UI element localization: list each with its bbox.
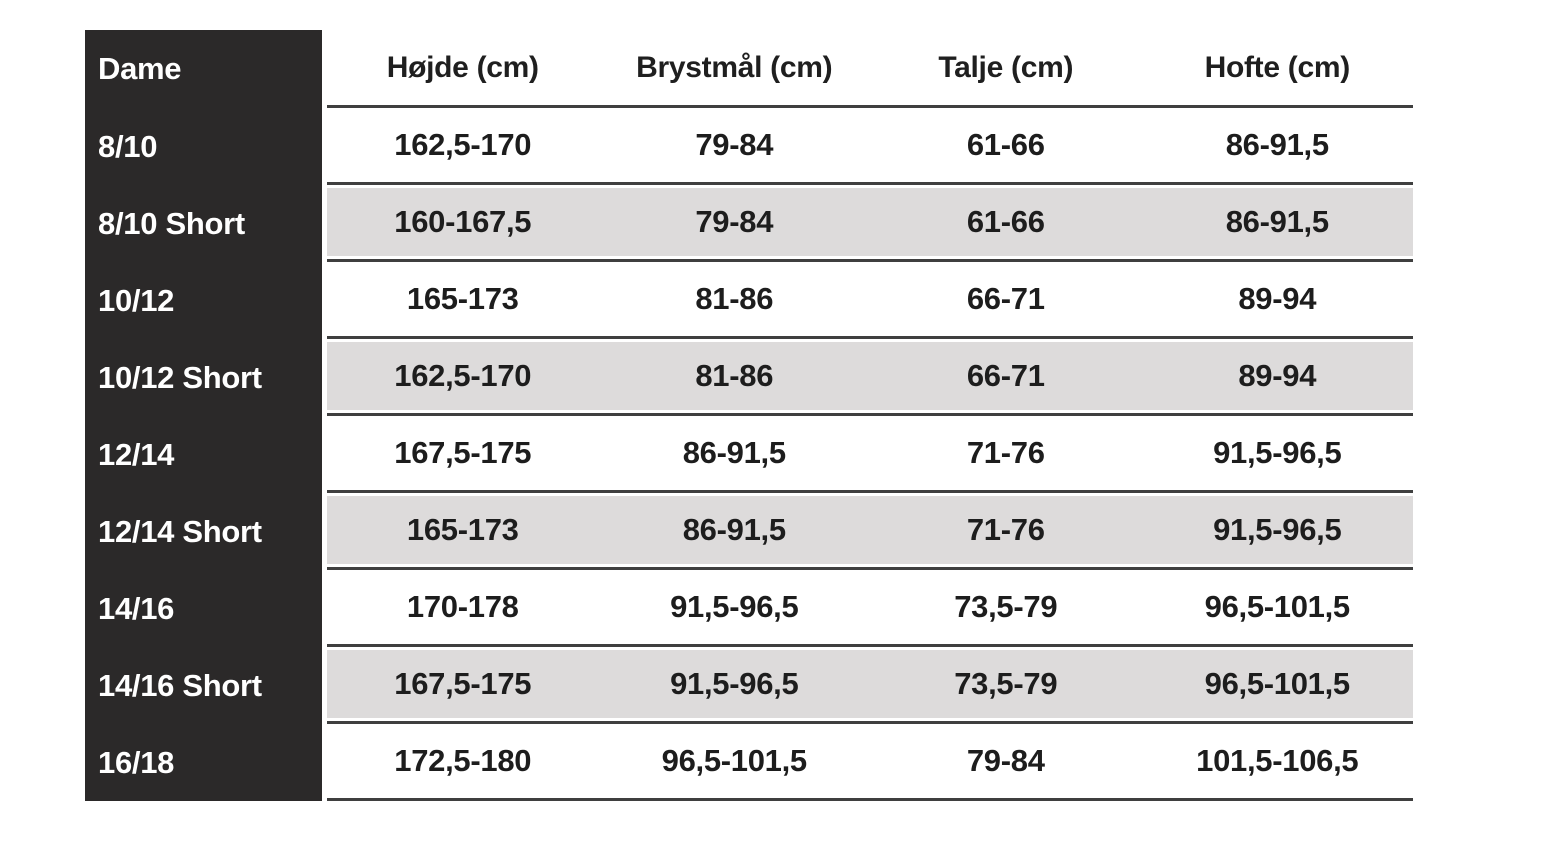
table-row: 12/14 167,5-175 86-91,5 71-76 91,5-96,5 [85,416,1413,493]
table-cell: 86-91,5 [1141,108,1413,185]
table-cell: 96,5-101,5 [1141,647,1413,724]
table-cell: 81-86 [598,339,870,416]
table-cell: 81-86 [598,262,870,339]
column-gap [322,30,327,108]
row-label: 8/10 [85,108,322,185]
column-gap [322,108,327,185]
table-header-row: Dame Højde (cm) Brystmål (cm) Talje (cm)… [85,30,1413,108]
table-cell: 170-178 [327,570,599,647]
row-label: 8/10 Short [85,185,322,262]
table-cell: 96,5-101,5 [598,724,870,801]
table-cell: 73,5-79 [870,647,1142,724]
row-label: 14/16 [85,570,322,647]
table-cell: 91,5-96,5 [598,570,870,647]
column-header-brystmal: Brystmål (cm) [598,30,870,108]
table-cell: 167,5-175 [327,647,599,724]
column-gap [322,185,327,262]
table-cell: 167,5-175 [327,416,599,493]
table-cell: 91,5-96,5 [598,647,870,724]
table-cell: 91,5-96,5 [1141,493,1413,570]
column-gap [322,647,327,724]
table-row: 8/10 162,5-170 79-84 61-66 86-91,5 [85,108,1413,185]
column-gap [322,262,327,339]
column-header-talje: Talje (cm) [870,30,1142,108]
column-gap [322,339,327,416]
table-cell: 79-84 [598,185,870,262]
table-cell: 91,5-96,5 [1141,416,1413,493]
table-cell: 61-66 [870,185,1142,262]
table-cell: 86-91,5 [1141,185,1413,262]
table-cell: 86-91,5 [598,493,870,570]
table-cell: 73,5-79 [870,570,1142,647]
column-header-hojde: Højde (cm) [327,30,599,108]
table-row: 10/12 165-173 81-86 66-71 89-94 [85,262,1413,339]
table-row: 16/18 172,5-180 96,5-101,5 79-84 101,5-1… [85,724,1413,801]
column-gap [322,493,327,570]
table-cell: 79-84 [598,108,870,185]
table-cell: 71-76 [870,416,1142,493]
table-row: 14/16 170-178 91,5-96,5 73,5-79 96,5-101… [85,570,1413,647]
row-label: 16/18 [85,724,322,801]
table-cell: 61-66 [870,108,1142,185]
table-row: 12/14 Short 165-173 86-91,5 71-76 91,5-9… [85,493,1413,570]
corner-label: Dame [85,30,322,108]
column-gap [322,570,327,647]
row-label: 10/12 [85,262,322,339]
table-cell: 89-94 [1141,262,1413,339]
column-gap [322,416,327,493]
table-cell: 160-167,5 [327,185,599,262]
table-cell: 96,5-101,5 [1141,570,1413,647]
table-row: 14/16 Short 167,5-175 91,5-96,5 73,5-79 … [85,647,1413,724]
row-label: 12/14 Short [85,493,322,570]
size-chart-table: Dame Højde (cm) Brystmål (cm) Talje (cm)… [85,30,1413,801]
table-cell: 162,5-170 [327,339,599,416]
table-row: 8/10 Short 160-167,5 79-84 61-66 86-91,5 [85,185,1413,262]
table-cell: 172,5-180 [327,724,599,801]
column-header-hofte: Hofte (cm) [1141,30,1413,108]
table-cell: 165-173 [327,493,599,570]
row-label: 10/12 Short [85,339,322,416]
table-cell: 162,5-170 [327,108,599,185]
table-cell: 101,5-106,5 [1141,724,1413,801]
row-label: 14/16 Short [85,647,322,724]
table-cell: 66-71 [870,339,1142,416]
table-cell: 79-84 [870,724,1142,801]
table-cell: 71-76 [870,493,1142,570]
table-cell: 165-173 [327,262,599,339]
table-row: 10/12 Short 162,5-170 81-86 66-71 89-94 [85,339,1413,416]
table-cell: 86-91,5 [598,416,870,493]
table-cell: 66-71 [870,262,1142,339]
table-cell: 89-94 [1141,339,1413,416]
row-label: 12/14 [85,416,322,493]
column-gap [322,724,327,801]
